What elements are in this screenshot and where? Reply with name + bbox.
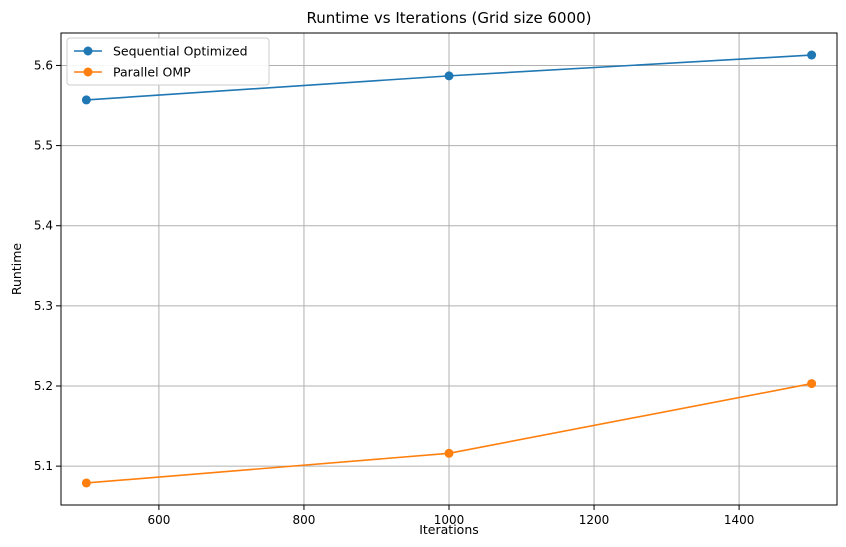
data-point-sequential-optimized (81, 95, 91, 105)
legend-box (66, 37, 270, 86)
legend-swatch-marker-sequential-optimized (83, 46, 93, 56)
y-tick-label: 5.2 (34, 379, 53, 393)
y-axis-label: Runtime (9, 243, 24, 296)
x-tick-label: 1400 (724, 513, 755, 527)
x-tick-label: 1200 (579, 513, 610, 527)
y-tick-label: 5.1 (34, 459, 53, 473)
x-tick-label: 1000 (434, 513, 465, 527)
data-point-parallel-omp (807, 379, 817, 389)
y-tick-label: 5.4 (34, 219, 53, 233)
y-axis: 5.1 5.2 5.3 5.4 5.5 5.6 (34, 58, 61, 473)
chart-title: Runtime vs Iterations (Grid size 6000) (306, 9, 591, 27)
data-point-sequential-optimized (444, 71, 454, 81)
data-point-sequential-optimized (807, 50, 817, 60)
series-layer (81, 50, 817, 488)
legend-swatch-marker-parallel-omp (83, 67, 93, 77)
legend: Sequential Optimized Parallel OMP (66, 37, 270, 86)
y-tick-label: 5.6 (34, 58, 53, 72)
legend-label-parallel-omp: Parallel OMP (113, 65, 191, 80)
grid-layer (61, 33, 837, 505)
x-tick-label: 800 (293, 513, 316, 527)
x-axis-label: Iterations (419, 522, 479, 537)
legend-label-sequential-optimized: Sequential Optimized (113, 44, 248, 59)
y-tick-label: 5.5 (34, 139, 53, 153)
y-tick-label: 5.3 (34, 299, 53, 313)
x-tick-label: 600 (147, 513, 170, 527)
data-point-parallel-omp (444, 448, 454, 458)
data-point-parallel-omp (81, 478, 91, 488)
x-axis: 600 800 1000 1200 1400 (147, 505, 754, 527)
